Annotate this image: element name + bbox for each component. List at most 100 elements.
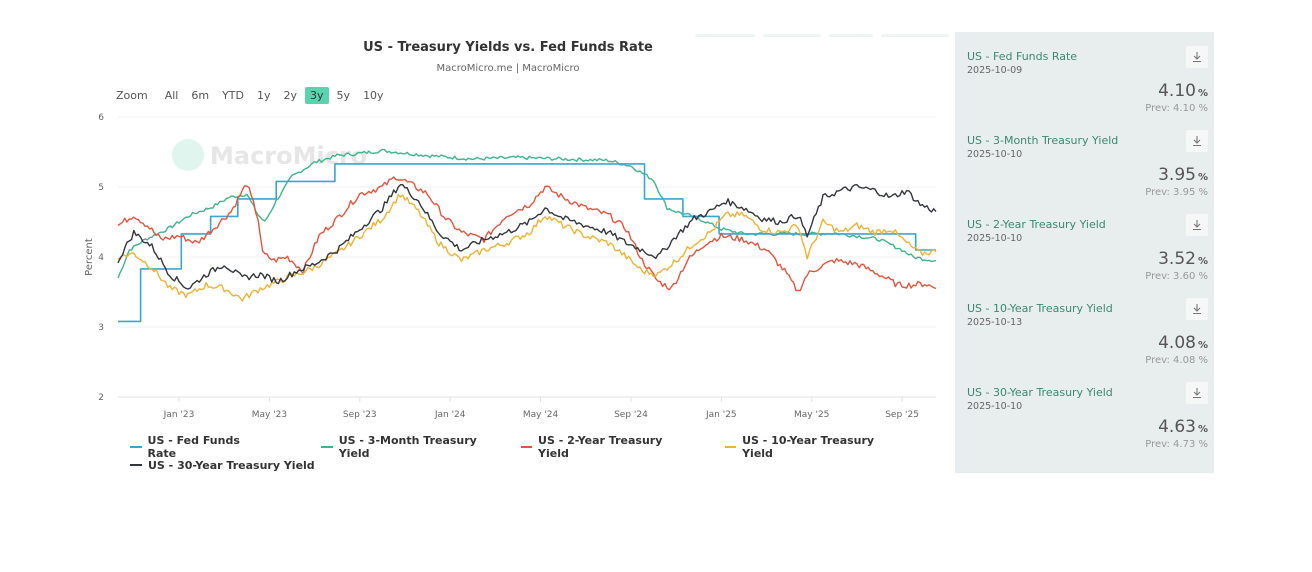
range-button-all[interactable]: All bbox=[164, 89, 179, 102]
card-date: 2025-10-10 bbox=[967, 401, 1023, 412]
series-line-us-10-year-treasury-yield[interactable] bbox=[117, 193, 937, 302]
card-value-unit: % bbox=[1197, 88, 1208, 99]
download-button[interactable] bbox=[1186, 130, 1208, 152]
y-tick-label: 5 bbox=[98, 183, 104, 193]
y-axis-title: Percent bbox=[84, 238, 95, 276]
series-line-us-2-year-treasury-yield[interactable] bbox=[117, 176, 937, 292]
series-line-us-30-year-treasury-yield[interactable] bbox=[117, 184, 937, 290]
series-line-us-fed-funds-rate[interactable] bbox=[118, 163, 936, 323]
card-value-unit: % bbox=[1197, 340, 1208, 351]
x-tick-label: May '24 bbox=[523, 410, 559, 420]
card-prev: Prev: 3.95 % bbox=[1145, 187, 1208, 198]
legend-item-fed-funds[interactable]: US - Fed Funds Rate bbox=[130, 434, 267, 460]
x-tick-label: Jan '25 bbox=[705, 410, 737, 420]
card-name[interactable]: US - Fed Funds Rate bbox=[967, 50, 1078, 63]
watermark-text: MacroMicro bbox=[210, 142, 367, 170]
legend-swatch bbox=[724, 446, 737, 448]
y-tick-label: 2 bbox=[98, 393, 104, 403]
top-tab[interactable] bbox=[695, 34, 755, 37]
range-selector: Zoom All 6m YTD 1y 2y 3y 5y 10y bbox=[116, 87, 392, 104]
chart-title: US - Treasury Yields vs. Fed Funds Rate bbox=[363, 40, 653, 55]
card-value-unit: % bbox=[1197, 424, 1208, 435]
card-prev: Prev: 3.60 % bbox=[1145, 271, 1208, 282]
card-prev: Prev: 4.73 % bbox=[1145, 439, 1208, 450]
y-tick-label: 3 bbox=[98, 323, 104, 333]
card-value: 4.10% bbox=[1158, 81, 1208, 101]
legend-swatch bbox=[130, 446, 142, 448]
top-tab[interactable] bbox=[881, 34, 949, 37]
x-tick-label: Jan '23 bbox=[163, 410, 195, 420]
card-date: 2025-10-10 bbox=[967, 149, 1023, 160]
card-value-number: 4.08 bbox=[1158, 333, 1196, 353]
y-tick-label: 4 bbox=[98, 253, 104, 263]
x-tick-label: Sep '24 bbox=[614, 410, 648, 420]
card-name[interactable]: US - 10-Year Treasury Yield bbox=[967, 302, 1113, 315]
range-button-ytd[interactable]: YTD bbox=[222, 89, 244, 102]
card-date: 2025-10-13 bbox=[967, 317, 1023, 328]
card-date: 2025-10-10 bbox=[967, 233, 1023, 244]
range-selector-label: Zoom bbox=[116, 89, 148, 102]
legend-label: US - 3-Month Treasury Yield bbox=[338, 434, 477, 460]
range-button-6m[interactable]: 6m bbox=[191, 89, 210, 102]
legend-item-3m[interactable]: US - 3-Month Treasury Yield bbox=[321, 434, 504, 460]
download-icon bbox=[1193, 220, 1201, 231]
card-value-unit: % bbox=[1197, 172, 1208, 183]
card-date: 2025-10-09 bbox=[967, 65, 1023, 76]
chart-subtitle: MacroMicro.me | MacroMicro bbox=[436, 63, 580, 74]
value-card-30y: US - 30-Year Treasury Yield 2025-10-10 4… bbox=[955, 368, 1214, 452]
card-value: 3.52% bbox=[1158, 249, 1208, 269]
card-value-number: 4.63 bbox=[1158, 417, 1196, 437]
download-icon bbox=[1193, 304, 1201, 315]
legend-swatch bbox=[130, 464, 142, 466]
legend-item-2y[interactable]: US - 2-Year Treasury Yield bbox=[520, 434, 691, 460]
range-button-1y[interactable]: 1y bbox=[257, 89, 271, 102]
card-value: 3.95% bbox=[1158, 165, 1208, 185]
x-tick-label: Jan '24 bbox=[434, 410, 466, 420]
card-value-unit: % bbox=[1197, 256, 1208, 267]
value-card-3m: US - 3-Month Treasury Yield 2025-10-10 3… bbox=[955, 116, 1214, 200]
x-tick-label: May '25 bbox=[794, 410, 829, 420]
range-button-2y[interactable]: 2y bbox=[283, 89, 298, 102]
value-card-10y: US - 10-Year Treasury Yield 2025-10-13 4… bbox=[955, 284, 1214, 368]
card-value: 4.08% bbox=[1158, 333, 1208, 353]
latest-values-panel: US - Fed Funds Rate 2025-10-09 4.10% Pre… bbox=[955, 32, 1214, 473]
legend-item-10y[interactable]: US - 10-Year Treasury Yield bbox=[724, 434, 902, 460]
value-card-2y: US - 2-Year Treasury Yield 2025-10-10 3.… bbox=[955, 200, 1214, 284]
y-tick-label: 6 bbox=[98, 113, 104, 123]
card-name[interactable]: US - 30-Year Treasury Yield bbox=[967, 386, 1113, 399]
card-value-number: 3.95 bbox=[1158, 165, 1196, 185]
card-value-number: 4.10 bbox=[1158, 81, 1196, 101]
card-prev: Prev: 4.08 % bbox=[1145, 355, 1208, 366]
top-tab[interactable] bbox=[763, 34, 821, 37]
legend-item-30y[interactable]: US - 30-Year Treasury Yield bbox=[130, 459, 315, 472]
watermark: MacroMicro bbox=[172, 139, 367, 171]
legend-label: US - Fed Funds Rate bbox=[147, 434, 240, 460]
card-name[interactable]: US - 3-Month Treasury Yield bbox=[967, 134, 1119, 147]
download-button[interactable] bbox=[1186, 382, 1208, 404]
card-value: 4.63% bbox=[1158, 417, 1208, 437]
download-button[interactable] bbox=[1186, 214, 1208, 236]
download-button[interactable] bbox=[1186, 298, 1208, 320]
legend-swatch bbox=[520, 446, 533, 448]
legend-label: US - 2-Year Treasury Yield bbox=[538, 434, 663, 460]
range-button-5y[interactable]: 5y bbox=[336, 89, 351, 102]
download-button[interactable] bbox=[1186, 46, 1208, 68]
top-tab[interactable] bbox=[829, 34, 873, 37]
download-icon bbox=[1193, 136, 1201, 147]
chart-container: US - Treasury Yields vs. Fed Funds Rate … bbox=[80, 30, 950, 480]
value-card-fed-funds: US - Fed Funds Rate 2025-10-09 4.10% Pre… bbox=[955, 32, 1214, 116]
legend: US - Fed Funds Rate US - 3-Month Treasur… bbox=[130, 434, 930, 474]
range-button-3y[interactable]: 3y bbox=[305, 87, 329, 104]
top-tab-strip bbox=[695, 34, 949, 37]
card-value-number: 3.52 bbox=[1158, 249, 1196, 269]
plot-svg[interactable]: MacroMicro 2 3 4 5 6 Jan '23 May '23 Sep '23 Ja… bbox=[80, 30, 950, 430]
download-icon bbox=[1193, 388, 1201, 399]
x-tick-label: Sep '23 bbox=[343, 410, 377, 420]
x-tick-label: Sep '25 bbox=[885, 410, 919, 420]
download-icon bbox=[1193, 52, 1201, 63]
x-tick-label: May '23 bbox=[252, 410, 287, 420]
range-button-10y[interactable]: 10y bbox=[363, 89, 384, 102]
watermark-logo-icon bbox=[172, 139, 204, 171]
legend-label: US - 30-Year Treasury Yield bbox=[148, 458, 315, 472]
card-name[interactable]: US - 2-Year Treasury Yield bbox=[967, 218, 1106, 231]
